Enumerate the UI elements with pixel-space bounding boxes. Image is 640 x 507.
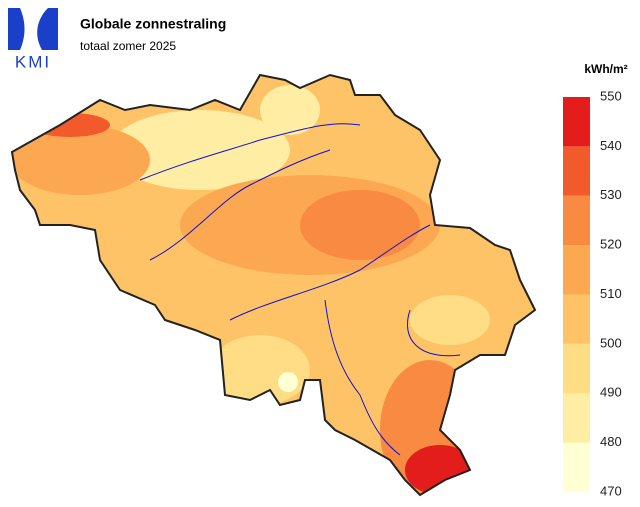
rivers	[139, 123, 461, 456]
legend-tick-label: 540	[600, 138, 622, 153]
legend-tick-label: 550	[600, 88, 622, 103]
legend-tick-label: 520	[600, 237, 622, 252]
subtitle: totaal zomer 2025	[80, 39, 176, 53]
river	[406, 309, 461, 357]
logo: KMI	[8, 8, 58, 71]
river	[324, 299, 401, 456]
legend-tick-label: 480	[600, 434, 622, 449]
zone	[300, 190, 420, 260]
zone	[405, 445, 475, 495]
legend: 470 480 490 500 510 520 530 540 550	[563, 88, 622, 498]
legend-swatch	[563, 294, 590, 344]
zone	[12, 125, 150, 195]
legend-swatch	[563, 97, 590, 147]
legend-swatch	[563, 195, 590, 246]
legend-tick-label: 470	[600, 483, 622, 498]
legend-tick-label: 510	[600, 286, 622, 301]
legend-swatch	[563, 393, 590, 443]
legend-tick-label: 530	[600, 187, 622, 202]
zone	[30, 113, 110, 137]
legend-tick-label: 490	[600, 385, 622, 400]
legend-swatch	[563, 343, 590, 394]
zone	[110, 110, 290, 190]
river	[149, 149, 331, 261]
river	[229, 224, 431, 321]
logo-shape	[8, 8, 58, 50]
legend-swatch	[563, 442, 590, 492]
map	[12, 75, 535, 495]
logo-text: KMI	[15, 52, 51, 71]
zone	[260, 85, 320, 135]
zone	[278, 372, 298, 392]
border	[10, 73, 537, 497]
zone	[410, 295, 490, 345]
legend-unit: kWh/m²	[584, 62, 627, 76]
river	[139, 123, 361, 181]
legend-swatch	[563, 146, 590, 196]
legend-tick-label: 500	[600, 335, 622, 350]
title: Globale zonnestraling	[80, 16, 226, 32]
legend-swatch	[563, 245, 590, 295]
